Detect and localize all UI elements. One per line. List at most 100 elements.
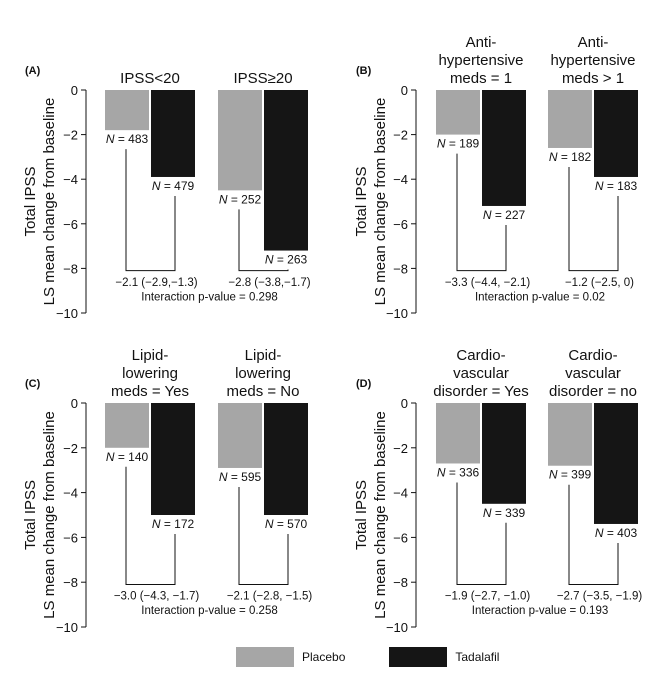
category-label: hypertensive: [438, 52, 523, 69]
y-tick-label: −6: [393, 530, 408, 545]
chart-panel-c: (C) Total IPSS LS mean change from baselin…: [22, 347, 312, 635]
n-value: = 183: [603, 179, 637, 193]
category-label: meds = Yes: [111, 383, 189, 400]
n-symbol: N: [219, 192, 228, 206]
y-tick-label: −2: [393, 441, 408, 456]
y-tick-label: −2: [393, 128, 408, 143]
n-label-placebo: N = 182: [549, 150, 592, 164]
bar-tadalafil: [151, 403, 195, 515]
n-label-placebo: N = 189: [437, 137, 480, 151]
y-tick-label: −2: [63, 128, 78, 143]
legend-label-tadalafil: Tadalafil: [455, 650, 500, 664]
n-symbol: N: [595, 526, 604, 540]
n-label-placebo: N = 140: [106, 450, 149, 464]
n-symbol: N: [437, 137, 446, 151]
difference-label: −1.2 (−2.5, 0): [565, 277, 634, 289]
interaction-p-value: Interaction p-value = 0.02: [475, 291, 605, 303]
panel-label: (B): [356, 65, 372, 77]
n-label-tadalafil-bg: [480, 207, 528, 222]
category-label: meds = No: [227, 383, 300, 400]
bar-placebo: [105, 403, 149, 448]
legend: Placebo Tadalafil: [236, 647, 543, 667]
y-tick-label: −8: [393, 261, 408, 276]
difference-label: −2.1 (−2.9,−1.3): [115, 277, 197, 289]
n-symbol: N: [549, 468, 558, 482]
category-label: vascular: [565, 365, 621, 382]
n-value: = 172: [160, 517, 194, 531]
n-value: = 595: [227, 470, 261, 484]
difference-bracket: [568, 484, 619, 585]
n-symbol: N: [549, 150, 558, 164]
n-label-tadalafil-bg: [262, 517, 310, 531]
bar-placebo: [218, 403, 262, 468]
category-label: meds > 1: [562, 70, 624, 87]
n-label-tadalafil-bg: [592, 525, 640, 540]
n-value: = 182: [557, 150, 591, 164]
n-label-tadalafil-bg: [262, 252, 310, 267]
y-tick-label: 0: [71, 83, 78, 98]
category-label: Cardio-: [456, 347, 505, 364]
category-label: lowering: [235, 365, 291, 382]
n-label-placebo: N = 252: [219, 192, 262, 206]
n-symbol: N: [152, 517, 161, 531]
y-axis-label: Total IPSS LS mean change from baseline: [353, 411, 389, 619]
difference-bracket: [568, 166, 619, 272]
y-tick-label: −4: [393, 486, 408, 501]
y-tick-label: −6: [63, 530, 78, 545]
n-label-placebo: N = 336: [437, 465, 480, 479]
category-label: IPSS≥20: [233, 70, 292, 87]
category-label: Lipid-: [132, 347, 169, 364]
difference-label: −3.0 (−4.3, −1.7): [114, 591, 200, 603]
y-tick-label: −6: [393, 217, 408, 232]
n-value: = 189: [445, 137, 479, 151]
n-symbol: N: [595, 179, 604, 193]
n-label-tadalafil-bg: [149, 517, 197, 531]
n-value: = 252: [227, 192, 261, 206]
n-value: = 263: [273, 253, 307, 267]
chart-panel-b: (B) Total IPSS LS mean change from baselin…: [353, 34, 640, 321]
legend-label-placebo: Placebo: [302, 650, 346, 664]
difference-label: −2.1 (−2.8, −1.5): [227, 591, 313, 603]
category-label: Lipid-: [245, 347, 282, 364]
legend-swatch-placebo: [236, 647, 294, 667]
category-label: hypertensive: [550, 52, 635, 69]
y-tick-label: −4: [63, 486, 78, 501]
y-axis-label-line: Total IPSS: [353, 480, 370, 550]
y-axis-label-line: Total IPSS: [22, 166, 39, 236]
y-tick-label: −10: [386, 620, 408, 635]
category-label: lowering: [122, 365, 178, 382]
difference-bracket: [125, 149, 176, 272]
difference-bracket: [125, 466, 176, 585]
bar-tadalafil: [482, 90, 526, 206]
n-label-tadalafil: N = 183: [595, 179, 638, 193]
y-tick-label: −4: [393, 172, 408, 187]
difference-bracket: [238, 209, 289, 272]
category-label: IPSS<20: [120, 70, 180, 87]
n-value: = 403: [603, 526, 637, 540]
n-label-tadalafil: N = 403: [595, 526, 638, 540]
y-axis-label-line: LS mean change from baseline: [372, 411, 389, 619]
y-tick-label: −8: [63, 575, 78, 590]
n-label-tadalafil-bg: [480, 505, 528, 520]
category-label: Cardio-: [568, 347, 617, 364]
difference-bracket: [456, 153, 507, 272]
difference-label: −3.3 (−4.4, −2.1): [445, 277, 531, 289]
y-tick-label: −10: [56, 306, 78, 321]
chart-panel-d: (D) Total IPSS LS mean change from baselin…: [353, 347, 642, 635]
n-label-placebo-bg: [546, 467, 594, 482]
bar-tadalafil: [594, 403, 638, 524]
y-axis-label-line: Total IPSS: [353, 166, 370, 236]
n-value: = 339: [491, 506, 525, 520]
y-axis-label-line: LS mean change from baseline: [41, 411, 58, 619]
n-symbol: N: [437, 465, 446, 479]
n-label-tadalafil: N = 570: [265, 517, 308, 531]
y-axis-label: Total IPSS LS mean change from baseline: [22, 411, 58, 619]
difference-label: −2.7 (−3.5, −1.9): [557, 591, 643, 603]
n-value: = 570: [273, 517, 307, 531]
n-label-placebo-bg: [434, 136, 482, 151]
category-label: vascular: [453, 365, 509, 382]
n-label-placebo-bg: [103, 132, 151, 147]
y-axis-label-line: LS mean change from baseline: [372, 98, 389, 306]
n-value: = 483: [114, 132, 148, 146]
panel-label: (C): [25, 378, 41, 390]
